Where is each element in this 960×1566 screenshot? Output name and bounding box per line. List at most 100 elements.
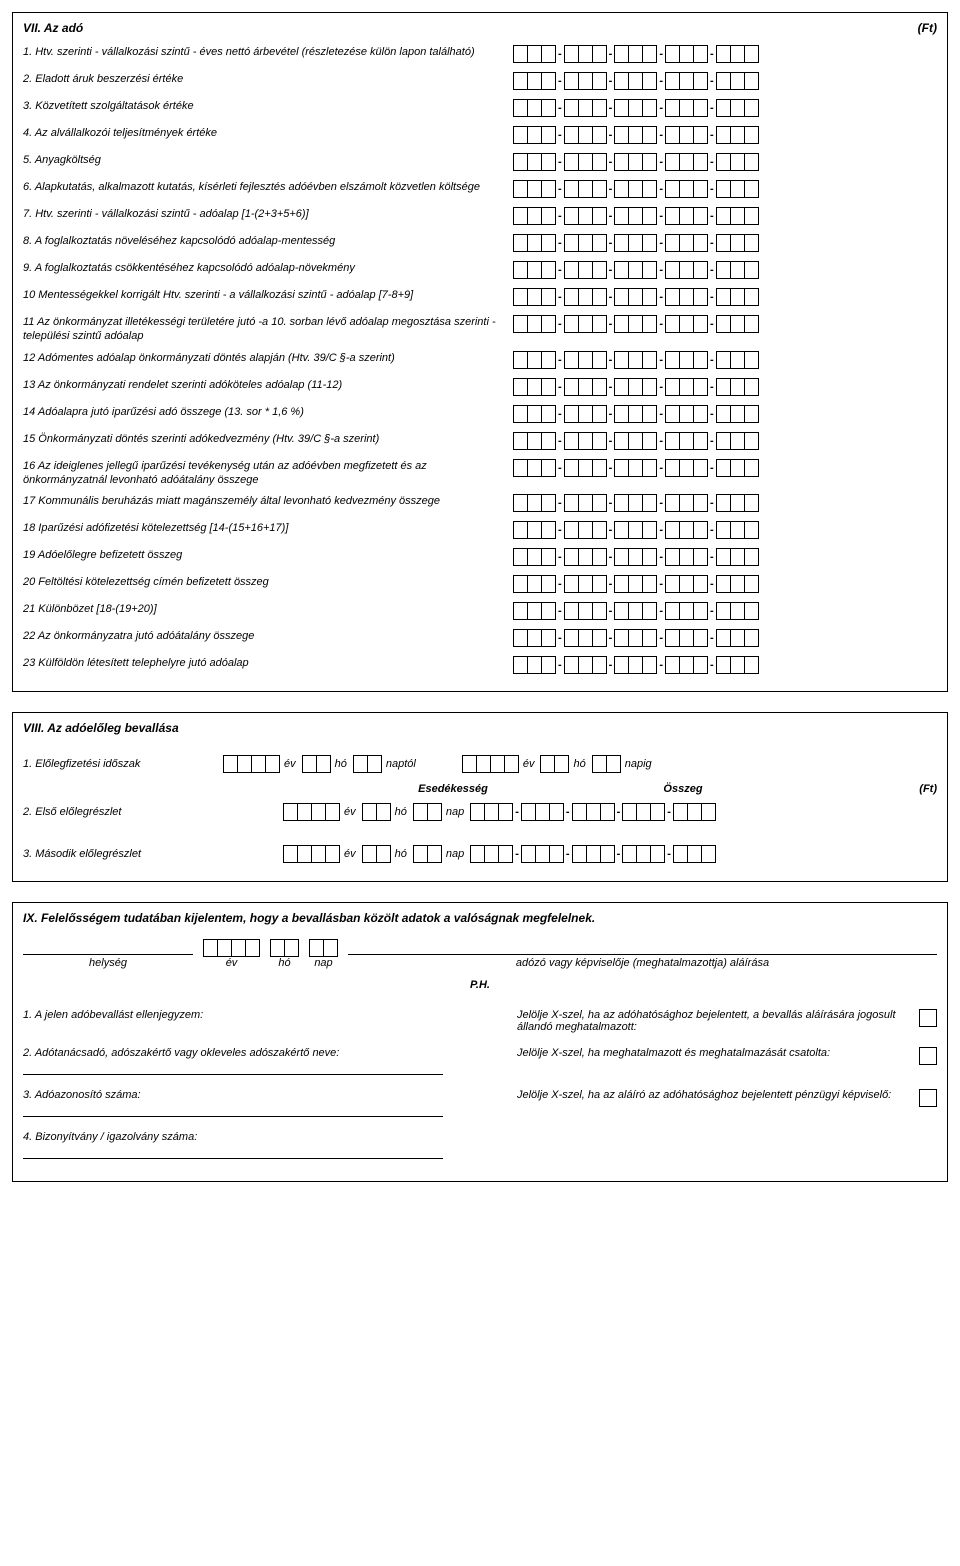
inst2-month[interactable] bbox=[362, 845, 391, 863]
check2-label: Jelölje X-szel, ha meghatalmazott és meg… bbox=[517, 1047, 830, 1059]
vii-row-amount[interactable]: ---- bbox=[513, 494, 759, 512]
vii-row-amount[interactable]: ---- bbox=[513, 180, 759, 198]
vii-row-amount[interactable]: ---- bbox=[513, 629, 759, 647]
sig-month[interactable] bbox=[270, 939, 299, 957]
vii-row-19: 19 Adóelőlegre befizetett összeg---- bbox=[23, 548, 937, 568]
vii-row-1: 1. Htv. szerinti - vállalkozási szintű -… bbox=[23, 45, 937, 65]
vii-row-label: 18 Iparűzési adófizetési kötelezettség [… bbox=[23, 521, 513, 535]
vii-row-label: 21 Különbözet [18-(19+20)] bbox=[23, 602, 513, 616]
item2-input[interactable] bbox=[23, 1061, 443, 1075]
vii-row-label: 11 Az önkormányzat illetékességi terület… bbox=[23, 315, 513, 344]
vii-row-label: 15 Önkormányzati döntés szerinti adókedv… bbox=[23, 432, 513, 446]
inst1-year[interactable] bbox=[283, 803, 340, 821]
vii-row-amount[interactable]: ---- bbox=[513, 45, 759, 63]
vii-row-18: 18 Iparűzési adófizetési kötelezettség [… bbox=[23, 521, 937, 541]
year-to-input[interactable] bbox=[462, 755, 519, 773]
vii-row-amount[interactable]: ---- bbox=[513, 315, 759, 333]
vii-row-amount[interactable]: ---- bbox=[513, 378, 759, 396]
item2-label: 2. Adótanácsadó, adószakértő vagy okleve… bbox=[23, 1047, 339, 1059]
check1-box[interactable] bbox=[919, 1009, 937, 1027]
item4-input[interactable] bbox=[23, 1145, 443, 1159]
signature-row: helység év hó nap adózó vagy képviselője… bbox=[23, 935, 937, 969]
vii-row-label: 17 Kommunális beruházás miatt magánszemé… bbox=[23, 494, 513, 508]
vii-row-label: 19 Adóelőlegre befizetett összeg bbox=[23, 548, 513, 562]
vii-row-amount[interactable]: ---- bbox=[513, 656, 759, 674]
section-viii-title: VIII. Az adóelőleg bevallása bbox=[23, 721, 937, 735]
vii-row-amount[interactable]: ---- bbox=[513, 72, 759, 90]
vii-row-6: 6. Alapkutatás, alkalmazott kutatás, kís… bbox=[23, 180, 937, 200]
month-to-input[interactable] bbox=[540, 755, 569, 773]
vii-row-22: 22 Az önkormányzatra jutó adóátalány öss… bbox=[23, 629, 937, 649]
vii-row-16: 16 Az ideiglenes jellegű iparűzési tevék… bbox=[23, 459, 937, 488]
item1-label: 1. A jelen adóbevallást ellenjegyzem: bbox=[23, 1009, 443, 1021]
viii-subheader: Esedékesség Összeg (Ft) bbox=[23, 783, 937, 795]
inst1-month[interactable] bbox=[362, 803, 391, 821]
inst2-amount[interactable]: ---- bbox=[470, 845, 716, 863]
vii-row-label: 1. Htv. szerinti - vállalkozási szintű -… bbox=[23, 45, 513, 59]
vii-row-amount[interactable]: ---- bbox=[513, 575, 759, 593]
vii-row-label: 12 Adómentes adóalap önkormányzati dönté… bbox=[23, 351, 513, 365]
sig-year[interactable] bbox=[203, 939, 260, 957]
item3-input[interactable] bbox=[23, 1103, 443, 1117]
stamp-placeholder: P.H. bbox=[23, 979, 937, 991]
vii-row-amount[interactable]: ---- bbox=[513, 261, 759, 279]
vii-row-label: 7. Htv. szerinti - vállalkozási szintű -… bbox=[23, 207, 513, 221]
vii-row-10: 10 Mentességekkel korrigált Htv. szerint… bbox=[23, 288, 937, 308]
vii-row-amount[interactable]: ---- bbox=[513, 548, 759, 566]
day-from-input[interactable] bbox=[353, 755, 382, 773]
vii-row-amount[interactable]: ---- bbox=[513, 432, 759, 450]
vii-row-amount[interactable]: ---- bbox=[513, 126, 759, 144]
check2-box[interactable] bbox=[919, 1047, 937, 1065]
check3-label: Jelölje X-szel, ha az aláíró az adóhatós… bbox=[517, 1089, 891, 1101]
vii-row-13: 13 Az önkormányzati rendelet szerinti ad… bbox=[23, 378, 937, 398]
vii-row-amount[interactable]: ---- bbox=[513, 234, 759, 252]
vii-row-amount[interactable]: ---- bbox=[513, 99, 759, 117]
vii-row-23: 23 Külföldön létesített telephelyre jutó… bbox=[23, 656, 937, 676]
vii-row-label: 22 Az önkormányzatra jutó adóátalány öss… bbox=[23, 629, 513, 643]
vii-row-label: 4. Az alvállalkozói teljesítmények érték… bbox=[23, 126, 513, 140]
vii-row-12: 12 Adómentes adóalap önkormányzati dönté… bbox=[23, 351, 937, 371]
inst2-day[interactable] bbox=[413, 845, 442, 863]
vii-row-5: 5. Anyagköltség---- bbox=[23, 153, 937, 173]
vii-row-7: 7. Htv. szerinti - vállalkozási szintű -… bbox=[23, 207, 937, 227]
section-ix: IX. Felelősségem tudatában kijelentem, h… bbox=[12, 902, 948, 1182]
vii-row-label: 16 Az ideiglenes jellegű iparűzési tevék… bbox=[23, 459, 513, 488]
vii-row-amount[interactable]: ---- bbox=[513, 207, 759, 225]
vii-row-9: 9. A foglalkoztatás csökkentéséhez kapcs… bbox=[23, 261, 937, 281]
section-viii: VIII. Az adóelőleg bevallása 1. Előlegfi… bbox=[12, 712, 948, 882]
year-from-input[interactable] bbox=[223, 755, 280, 773]
vii-row-label: 5. Anyagköltség bbox=[23, 153, 513, 167]
vii-row-amount[interactable]: ---- bbox=[513, 602, 759, 620]
vii-row-2: 2. Eladott áruk beszerzési értéke---- bbox=[23, 72, 937, 92]
day-to-input[interactable] bbox=[592, 755, 621, 773]
item3-label: 3. Adóazonosító száma: bbox=[23, 1089, 141, 1101]
vii-row-label: 9. A foglalkoztatás csökkentéséhez kapcs… bbox=[23, 261, 513, 275]
vii-row-amount[interactable]: ---- bbox=[513, 521, 759, 539]
inst1-day[interactable] bbox=[413, 803, 442, 821]
check1-label: Jelölje X-szel, ha az adóhatósághoz beje… bbox=[517, 1009, 911, 1033]
period-label: 1. Előlegfizetési időszak bbox=[23, 758, 223, 770]
vii-row-label: 6. Alapkutatás, alkalmazott kutatás, kís… bbox=[23, 180, 513, 194]
vii-row-8: 8. A foglalkoztatás növeléséhez kapcsoló… bbox=[23, 234, 937, 254]
place-input[interactable] bbox=[23, 935, 193, 955]
vii-row-amount[interactable]: ---- bbox=[513, 405, 759, 423]
vii-row-3: 3. Közvetített szolgáltatások értéke---- bbox=[23, 99, 937, 119]
vii-row-amount[interactable]: ---- bbox=[513, 351, 759, 369]
vii-row-label: 3. Közvetített szolgáltatások értéke bbox=[23, 99, 513, 113]
vii-row-4: 4. Az alvállalkozói teljesítmények érték… bbox=[23, 126, 937, 146]
section-vii: VII. Az adó (Ft) 1. Htv. szerinti - váll… bbox=[12, 12, 948, 692]
check3-box[interactable] bbox=[919, 1089, 937, 1107]
inst1-amount[interactable]: ---- bbox=[470, 803, 716, 821]
section-ix-title: IX. Felelősségem tudatában kijelentem, h… bbox=[23, 911, 937, 925]
vii-row-amount[interactable]: ---- bbox=[513, 288, 759, 306]
first-installment-row: 2. Első előlegrészlet év hó nap ---- bbox=[23, 803, 937, 821]
section-vii-unit: (Ft) bbox=[918, 21, 937, 35]
signature-input[interactable] bbox=[348, 935, 937, 955]
sig-day[interactable] bbox=[309, 939, 338, 957]
vii-row-amount[interactable]: ---- bbox=[513, 459, 759, 477]
period-row: 1. Előlegfizetési időszak év hó naptól é… bbox=[23, 755, 937, 773]
inst2-year[interactable] bbox=[283, 845, 340, 863]
month-from-input[interactable] bbox=[302, 755, 331, 773]
vii-row-amount[interactable]: ---- bbox=[513, 153, 759, 171]
vii-row-label: 13 Az önkormányzati rendelet szerinti ad… bbox=[23, 378, 513, 392]
